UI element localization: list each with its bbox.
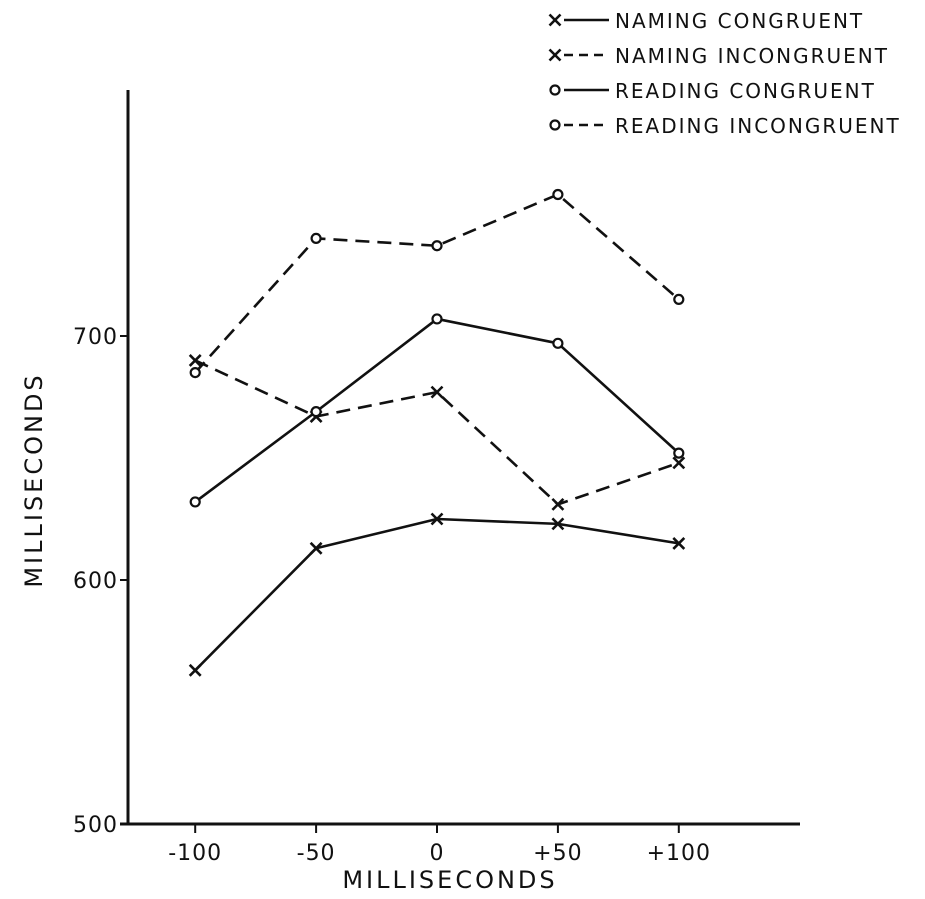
data-point (189, 496, 201, 508)
data-point (430, 385, 444, 399)
x-tick-label: +50 (533, 841, 582, 866)
legend-marker (548, 48, 562, 62)
data-point (188, 353, 202, 367)
series-line (194, 193, 680, 374)
series-1 (188, 512, 686, 677)
data-point (672, 536, 686, 550)
data-point (430, 512, 444, 526)
x-axis-title: MILLISECONDS (342, 866, 557, 894)
legend-item: NAMING CONGRUENT (548, 9, 864, 33)
series-line (194, 359, 680, 506)
data-point (551, 517, 565, 531)
series-layer (188, 188, 686, 677)
legend-label: NAMING INCONGRUENT (615, 44, 889, 68)
series-3 (189, 313, 685, 508)
data-point (310, 406, 322, 418)
data-point (552, 188, 564, 201)
legend-label: READING INCONGRUENT (615, 114, 901, 138)
legend-marker (548, 13, 562, 27)
legend-item: READING CONGRUENT (549, 79, 876, 103)
x-tick-label: -50 (297, 841, 336, 866)
data-point (309, 541, 323, 555)
ticks: -100 -50 0 +50 +100 500 600 700 (73, 325, 711, 866)
data-point (431, 240, 443, 252)
legend-marker (549, 84, 561, 96)
data-point (552, 337, 564, 349)
y-tick-label: 600 (73, 569, 118, 594)
y-tick-label: 500 (73, 813, 118, 838)
series-line (194, 317, 680, 503)
legend-item: NAMING INCONGRUENT (548, 44, 889, 68)
x-tick-label: -100 (168, 841, 222, 866)
series-2 (188, 353, 686, 511)
data-point (310, 232, 322, 244)
legend-label: NAMING CONGRUENT (615, 9, 864, 33)
axes (120, 90, 800, 826)
x-tick-label: 0 (430, 841, 445, 866)
data-point (551, 497, 565, 511)
data-point (189, 367, 201, 379)
series-line (194, 517, 680, 672)
data-point (673, 447, 685, 459)
legend-label: READING CONGRUENT (615, 79, 876, 103)
legend-item: READING INCONGRUENT (549, 114, 901, 138)
legend: NAMING CONGRUENT NAMING INCONGRUENT READIN… (548, 9, 901, 138)
data-point (431, 313, 443, 325)
data-point (188, 663, 202, 677)
y-axis-title: MILLISECONDS (20, 372, 48, 587)
x-tick-label: +100 (647, 841, 711, 866)
y-tick-label: 700 (73, 325, 118, 350)
series-4 (189, 188, 685, 379)
data-point (672, 456, 686, 470)
data-point (673, 293, 685, 305)
legend-marker (549, 119, 561, 131)
